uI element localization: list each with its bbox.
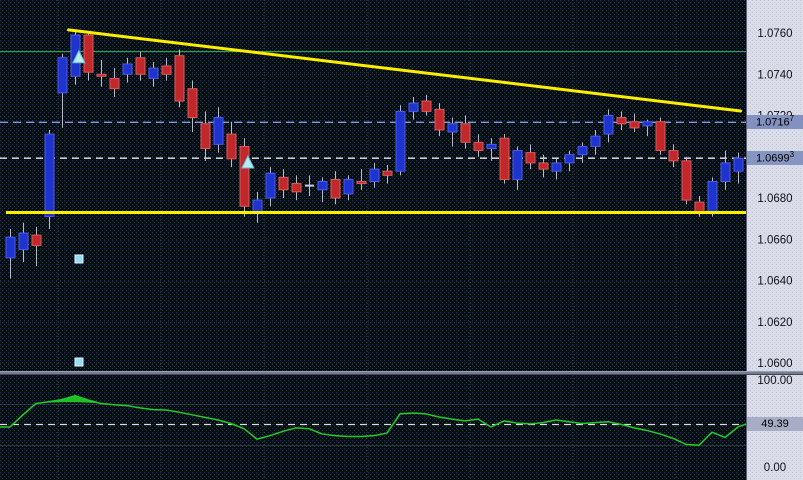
price-axis-texture: [747, 0, 803, 480]
candle-body-bearish: [174, 55, 185, 102]
bid-price-tag: 1.06993: [747, 151, 803, 165]
candle-body-bullish: [590, 135, 601, 147]
price-tick-label: 1.0620: [757, 317, 792, 329]
candle-body-bullish: [707, 181, 718, 213]
candle-body-bullish: [603, 115, 614, 135]
level-price-superscript: 7: [789, 114, 795, 123]
candle-body-bullish: [57, 57, 68, 94]
candle-body-bearish: [616, 117, 627, 125]
candle-body-bullish: [18, 232, 29, 251]
candle-body-bearish: [681, 160, 692, 201]
indicator-tick-label: 0.00: [764, 462, 786, 474]
price-tick-label: 1.0680: [757, 193, 792, 205]
candle-body-bullish: [213, 117, 224, 145]
candle-body-bullish: [265, 172, 276, 199]
candle-body-bullish: [486, 143, 497, 149]
candle-body-bullish: [512, 150, 523, 180]
candle-body-bullish: [447, 123, 458, 133]
candle-body-bullish: [577, 145, 588, 156]
candle-body-bullish: [720, 162, 731, 182]
candle-body-bearish: [330, 178, 341, 199]
candle-body-bearish: [187, 88, 198, 119]
candle-body-bullish: [733, 157, 744, 172]
candle-body-bullish: [564, 154, 575, 164]
price-tick-label: 1.0600: [757, 358, 792, 370]
level-price-text: 1.0716: [755, 116, 790, 129]
candle-body-bearish: [109, 77, 120, 90]
oscillator-fill: [36, 395, 127, 406]
oscillator-value-text: 49.39: [761, 418, 789, 430]
trendline-descending[interactable]: [67, 28, 743, 113]
candle-body-bearish: [629, 121, 640, 129]
price-tick-label: 1.0760: [757, 28, 792, 40]
bid-price-superscript: 3: [789, 150, 795, 159]
candle-body-bullish: [551, 162, 562, 172]
arrow-up-marker-icon[interactable]: [241, 154, 255, 169]
candle-body-bearish: [668, 150, 679, 162]
price-tick-label: 1.0740: [757, 69, 792, 81]
candle-body-bullish: [317, 181, 328, 191]
oscillator-line: [0, 394, 747, 446]
candle-body-bearish: [434, 108, 445, 131]
candle-body-bearish: [161, 65, 172, 75]
candle-body-bullish: [148, 67, 159, 79]
indicator-tick-label: 100.00: [757, 375, 792, 387]
candle-body-bullish: [122, 63, 133, 75]
candle-body-bearish: [460, 123, 471, 143]
candle-body-bearish: [538, 162, 549, 170]
candle-body-bearish: [200, 123, 211, 149]
candle-body-bullish: [44, 133, 55, 218]
candle-body-bearish: [473, 141, 484, 152]
bid-price-text: 1.0699: [755, 152, 790, 165]
axis-border-line: [746, 0, 747, 480]
candle-body-bullish: [408, 102, 419, 112]
candle-body-bearish: [655, 121, 666, 152]
oscillator-value-tag: 49.39: [747, 417, 803, 431]
price-tick-label: 1.0640: [757, 276, 792, 288]
candle-body-bearish: [83, 34, 94, 73]
candle-body-bearish: [135, 57, 146, 75]
selection-handle[interactable]: [74, 254, 84, 264]
candle-body-bullish: [5, 236, 16, 259]
pane-separator[interactable]: [0, 371, 803, 375]
selection-handle[interactable]: [74, 357, 84, 367]
candle-body-bearish: [226, 133, 237, 160]
candle-body-bearish: [31, 234, 42, 246]
candle-body-bearish: [356, 181, 367, 185]
candle-body-bearish: [278, 176, 289, 191]
price-tick-label: 1.0660: [757, 234, 792, 246]
candle-body-bearish: [96, 73, 107, 77]
candle-body-bullish: [642, 121, 653, 127]
candle-body-bullish: [395, 110, 406, 172]
candle-body-bearish: [382, 170, 393, 176]
candle-body-bearish: [525, 152, 536, 164]
candle-body-bullish: [343, 178, 354, 195]
candle-body-bearish: [421, 100, 432, 112]
level-price-tag: 1.07167: [747, 115, 803, 129]
chart-background-texture: [0, 0, 746, 480]
candle-body-bearish: [694, 201, 705, 213]
candle-body-bearish: [239, 145, 250, 207]
candle-body-bearish: [291, 183, 302, 193]
arrow-up-marker-icon[interactable]: [72, 49, 86, 64]
candle-body-bullish: [252, 199, 263, 213]
candle-body-bullish: [369, 168, 380, 182]
candle-body-bearish: [499, 137, 510, 180]
